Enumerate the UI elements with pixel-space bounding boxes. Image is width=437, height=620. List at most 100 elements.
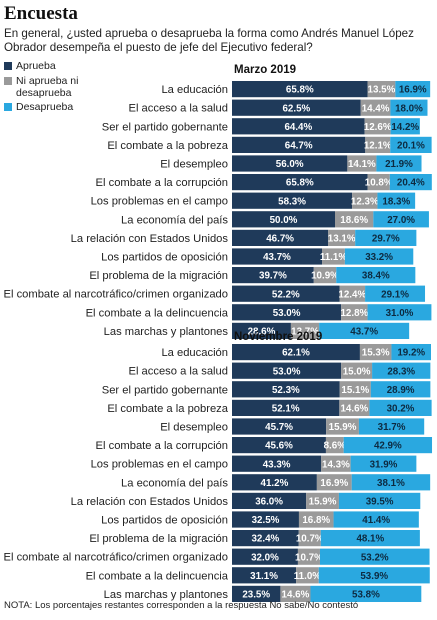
- bar-segment: [232, 285, 340, 302]
- bar-segment: [335, 211, 374, 228]
- category-label: El combate al narcotráfico/crimen organi…: [4, 552, 228, 564]
- data-label: 8.6%: [324, 441, 347, 452]
- data-label: 45.6%: [265, 441, 293, 452]
- data-label: 15.9%: [329, 422, 357, 433]
- data-label: 43.7%: [350, 327, 378, 338]
- bar-segment: [369, 399, 432, 416]
- data-label: 32.5%: [252, 515, 280, 526]
- data-label: 16.9%: [399, 85, 427, 96]
- data-label: 10.7%: [295, 552, 323, 563]
- category-label: El desempleo: [160, 422, 228, 434]
- bar-segment: [232, 530, 299, 547]
- category-label: Los partidos de oposición: [101, 252, 228, 264]
- bar-segment: [370, 381, 431, 398]
- data-label: 42.9%: [374, 441, 402, 452]
- data-label: 29.7%: [372, 234, 400, 245]
- data-label: 21.9%: [385, 159, 413, 170]
- data-label: 41.2%: [261, 478, 289, 489]
- bar-segment: [232, 548, 298, 565]
- bar-segment: [232, 136, 366, 153]
- bar-segment: [377, 192, 416, 209]
- bar-segment: [325, 437, 344, 454]
- bar-segment: [367, 304, 432, 321]
- bar-segment: [298, 511, 334, 528]
- bar-segment: [344, 248, 414, 265]
- data-label: 14.2%: [391, 122, 419, 133]
- data-label: 65.8%: [286, 85, 314, 96]
- bar-segment: [297, 548, 320, 565]
- category-label: El acceso a la salud: [128, 103, 228, 115]
- data-label: 46.7%: [266, 234, 294, 245]
- data-label: 23.5%: [242, 590, 270, 601]
- bar-segment: [232, 304, 342, 321]
- data-label: 31.0%: [386, 308, 414, 319]
- bar-segment: [232, 344, 360, 361]
- bar-segment: [367, 174, 390, 191]
- data-label: 38.1%: [377, 478, 405, 489]
- data-label: 13.1%: [328, 234, 356, 245]
- category-label: La relación con Estados Unidos: [71, 496, 229, 508]
- bar-segment: [390, 136, 432, 153]
- data-label: 28.9%: [387, 385, 415, 396]
- data-label: 14.3%: [322, 459, 350, 470]
- bar-segment: [322, 248, 345, 265]
- category-label: La educación: [161, 347, 228, 359]
- bar-segment: [318, 567, 430, 584]
- category-label: El combate a la delincuencia: [86, 307, 229, 319]
- footnote: NOTA: Los porcentajes restantes correspo…: [4, 600, 359, 611]
- data-label: 14.6%: [340, 404, 368, 415]
- data-label: 12.8%: [340, 308, 368, 319]
- bar-segment: [389, 174, 432, 191]
- bar-segment: [338, 492, 421, 509]
- bar-segment: [319, 548, 430, 565]
- bar-segment: [232, 567, 297, 584]
- category-label: El combate a la corrupción: [96, 440, 228, 452]
- bar-segment: [232, 511, 299, 528]
- data-label: 45.7%: [265, 422, 293, 433]
- bar-segment: [328, 229, 356, 246]
- data-label: 18.3%: [382, 196, 410, 207]
- data-label: 39.5%: [366, 497, 394, 508]
- bar-segment: [365, 285, 426, 302]
- legend-label: Desaprueba: [16, 101, 74, 113]
- bar-segment: [339, 285, 366, 302]
- bar-segment: [316, 474, 352, 491]
- bar-segment: [355, 229, 417, 246]
- legend-swatch-ni-aprueba: [4, 77, 12, 85]
- bar-segment: [232, 418, 327, 435]
- data-label: 53.0%: [273, 308, 301, 319]
- category-label: El combate a la pobreza: [107, 140, 228, 152]
- category-label: Las marchas y plantones: [104, 589, 229, 601]
- bar-segment: [320, 530, 420, 547]
- bar-segment: [391, 344, 431, 361]
- data-label: 16.8%: [302, 515, 330, 526]
- bar-segment: [232, 229, 329, 246]
- data-label: 52.3%: [272, 385, 300, 396]
- bar-segment: [232, 381, 340, 398]
- data-label: 33.2%: [365, 252, 393, 263]
- data-label: 30.2%: [387, 404, 415, 415]
- bar-segment: [232, 362, 342, 379]
- bar-segment: [232, 492, 307, 509]
- bar-segment: [376, 155, 422, 172]
- data-label: 12.6%: [364, 122, 392, 133]
- bar-segment: [333, 511, 419, 528]
- page-title: Encuesta: [4, 3, 78, 24]
- bar-segment: [360, 99, 391, 116]
- category-label: Los problemas en el campo: [91, 196, 228, 208]
- data-label: 64.7%: [285, 141, 313, 152]
- data-label: 29.1%: [381, 289, 409, 300]
- category-label: El combate a la corrupción: [96, 177, 228, 189]
- category-label: Las marchas y plantones: [104, 326, 229, 338]
- data-label: 10.9%: [311, 271, 339, 282]
- bar-segment: [341, 362, 373, 379]
- bar-segment: [352, 192, 378, 209]
- data-label: 31.1%: [250, 571, 278, 582]
- bar-segment: [232, 455, 322, 472]
- bar-segment: [232, 81, 368, 98]
- data-label: 19.2%: [397, 348, 425, 359]
- bar-segment: [343, 437, 433, 454]
- data-label: 39.7%: [259, 271, 287, 282]
- category-label: La educación: [161, 84, 228, 96]
- data-label: 31.7%: [378, 422, 406, 433]
